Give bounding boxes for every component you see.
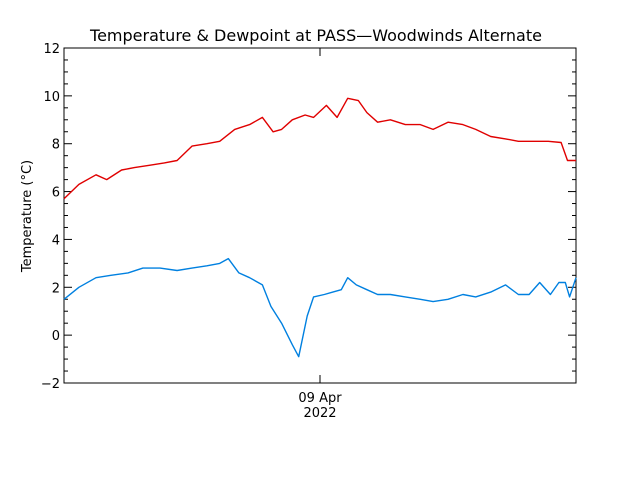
series-line-red (63, 97, 576, 200)
y-tick-label: 2 (52, 281, 60, 296)
plot-frame (63, 47, 577, 384)
y-tick-label: 4 (52, 233, 60, 248)
y-axis-label: Temperature (°C) (20, 160, 35, 273)
x-tick-label-date: 09 Apr (298, 391, 342, 406)
y-tick-label: −2 (41, 377, 60, 392)
y-tick-label: 0 (52, 329, 60, 344)
y-tick-label: 8 (52, 138, 60, 153)
y-tick-label: 10 (43, 90, 60, 105)
series-line-blue (63, 257, 577, 358)
series-layer (63, 97, 577, 358)
y-tick-label: 12 (43, 42, 60, 57)
x-tick-label-year: 2022 (303, 406, 336, 421)
y-axis: −2 0 2 4 6 8 10 12 (41, 42, 576, 392)
y-tick-label: 6 (52, 186, 60, 201)
chart-title: Temperature & Dewpoint at PASS—Woodwinds… (89, 26, 542, 45)
